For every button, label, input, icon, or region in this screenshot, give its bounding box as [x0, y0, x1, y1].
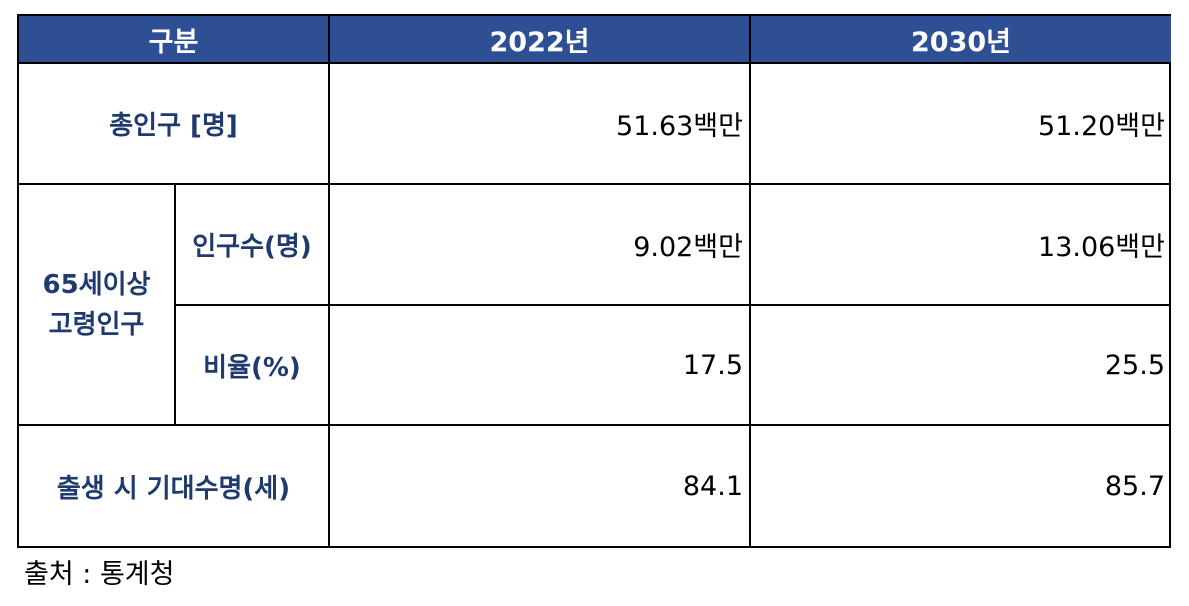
header-2022: 2022년: [330, 16, 749, 62]
divider: [19, 424, 1169, 426]
value-total-2030: 51.20백만: [1038, 111, 1165, 142]
value-elderly-count-2030: 13.06백만: [1038, 232, 1165, 263]
divider: [19, 62, 1169, 64]
label-elderly-line1: 65세이상: [42, 269, 151, 300]
label-elderly-line2: 고령인구: [48, 309, 145, 340]
value-life-2022: 84.1: [682, 470, 743, 502]
population-table: 구분 2022년 2030년 총인구 [명] 51.63백만 51.20백만 6…: [17, 14, 1171, 548]
header-category: 구분: [19, 16, 328, 62]
label-elderly-ratio: 비율(%): [203, 352, 301, 383]
source-note: 출처 : 통계청: [24, 559, 175, 590]
label-total-population: 총인구 [명]: [109, 111, 238, 141]
value-total-2022: 51.63백만: [616, 111, 743, 142]
value-elderly-ratio-2022: 17.5: [682, 349, 743, 381]
divider: [19, 183, 1169, 185]
divider: [174, 183, 176, 424]
divider: [328, 16, 330, 546]
header-2030: 2030년: [751, 16, 1171, 62]
value-elderly-ratio-2030: 25.5: [1104, 349, 1165, 381]
value-life-2030: 85.7: [1104, 470, 1165, 502]
divider: [174, 304, 1169, 306]
value-elderly-count-2022: 9.02백만: [633, 232, 743, 263]
label-elderly-count: 인구수(명): [192, 232, 312, 262]
divider: [749, 16, 751, 546]
label-life-expectancy: 출생 시 기대수명(세): [56, 473, 291, 504]
label-elderly-group: 65세이상 고령인구: [19, 185, 174, 424]
